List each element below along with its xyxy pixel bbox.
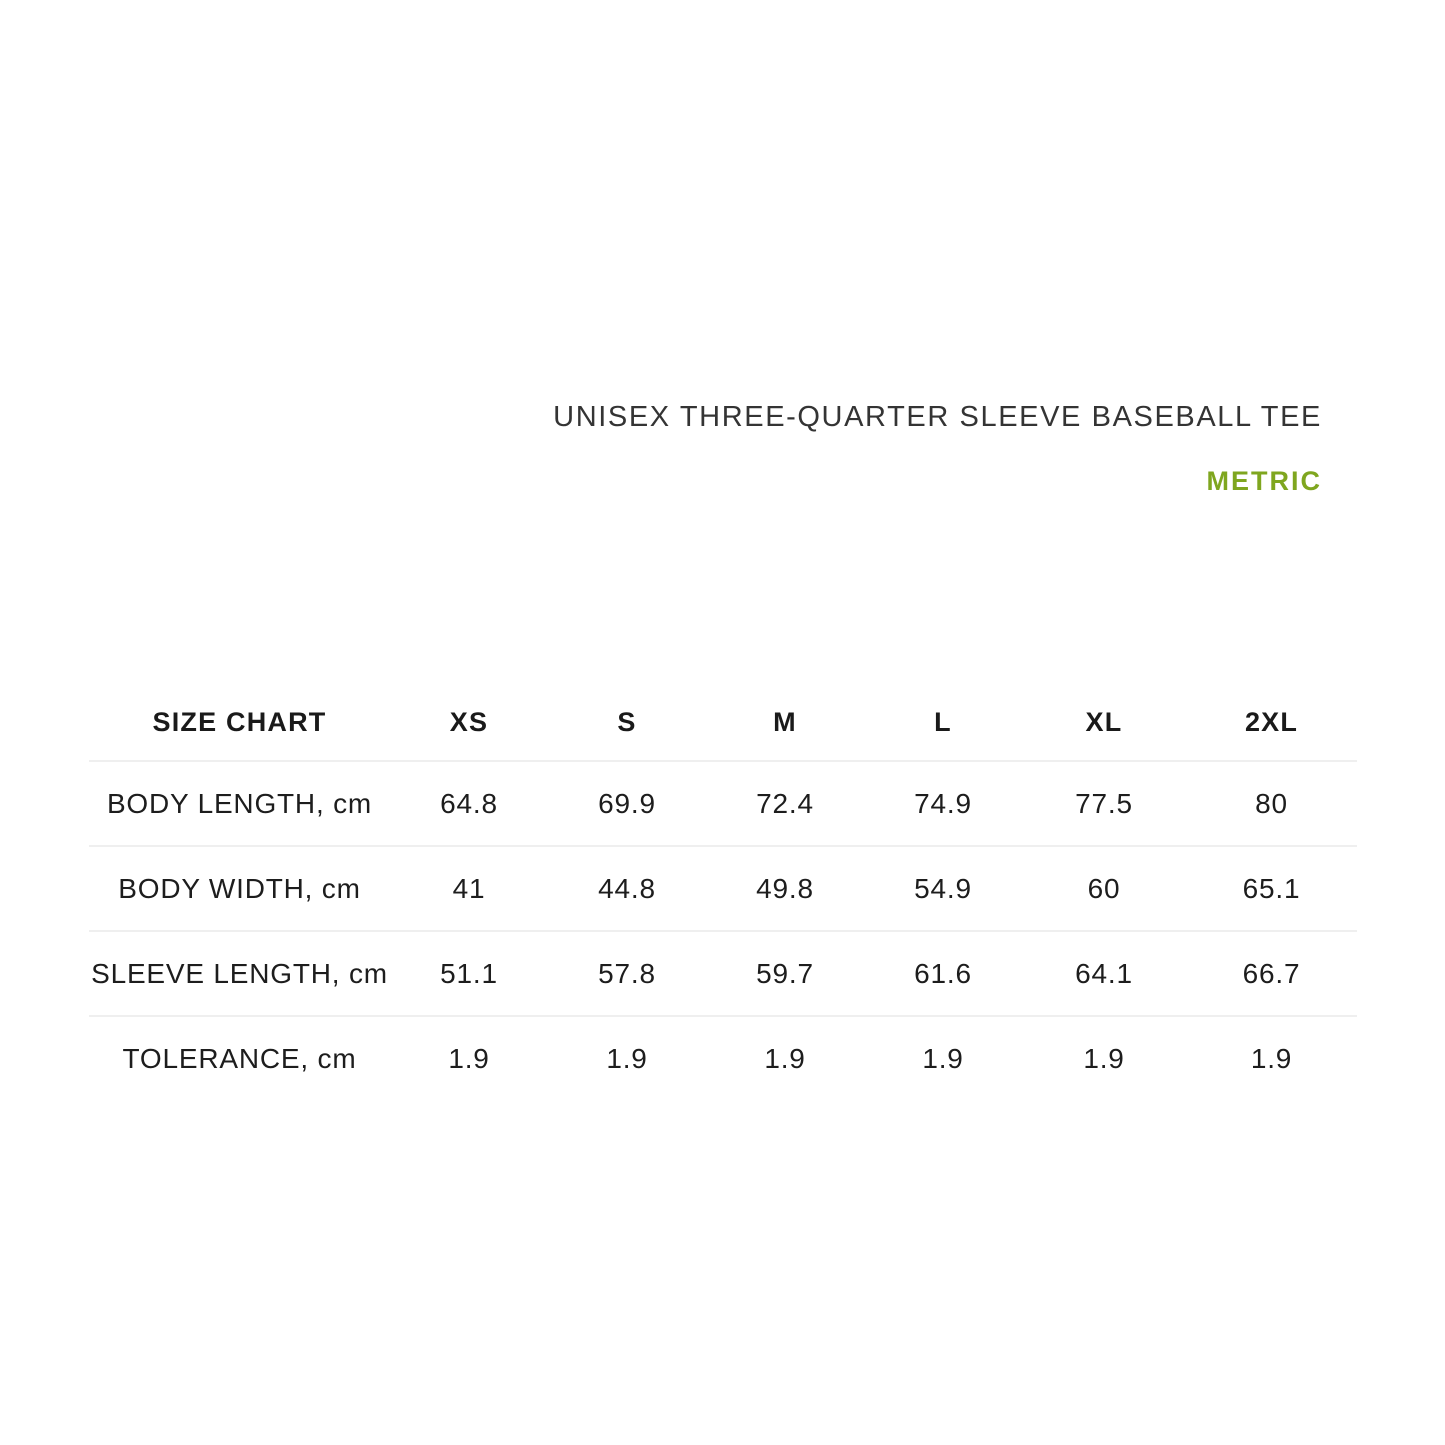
- table-header-row: SIZE CHART XS S M L XL 2XL: [89, 684, 1357, 761]
- table-row: SLEEVE LENGTH, cm 51.1 57.8 59.7 61.6 64…: [89, 931, 1357, 1016]
- size-value-cell: 57.8: [598, 957, 656, 989]
- row-label-sleeve-length: SLEEVE LENGTH, cm: [91, 957, 388, 989]
- column-header-xl: XL: [1085, 706, 1123, 737]
- size-value-cell: 69.9: [598, 787, 656, 819]
- column-header-s: S: [617, 706, 637, 737]
- size-value-cell: 66.7: [1242, 957, 1301, 989]
- size-value-cell: 61.6: [914, 957, 972, 989]
- size-value-cell: 60: [1087, 872, 1121, 904]
- size-chart-heading: SIZE CHART: [152, 706, 327, 737]
- size-value-cell: 41: [452, 872, 486, 904]
- column-header-m: M: [773, 706, 797, 737]
- size-chart-table: SIZE CHART XS S M L XL 2XL BODY LENGTH, …: [89, 684, 1357, 1101]
- size-value-cell: 64.1: [1075, 957, 1133, 989]
- column-header-l: L: [934, 706, 952, 737]
- size-value-cell: 80: [1255, 787, 1288, 819]
- table-row: TOLERANCE, cm 1.9 1.9 1.9 1.9 1.9 1.9: [89, 1016, 1357, 1101]
- size-value-cell: 49.8: [756, 872, 814, 904]
- row-label-tolerance: TOLERANCE, cm: [122, 1043, 357, 1074]
- row-label-body-length: BODY LENGTH, cm: [106, 787, 373, 819]
- size-value-cell: 1.9: [606, 1043, 648, 1074]
- size-value-cell: 1.9: [922, 1043, 964, 1074]
- table-row: BODY LENGTH, cm 64.8 69.9 72.4 74.9 77.5…: [89, 761, 1357, 846]
- product-title: UNISEX THREE-QUARTER SLEEVE BASEBALL TEE: [553, 401, 1322, 433]
- size-value-cell: 59.7: [756, 957, 814, 989]
- size-value-cell: 54.9: [914, 872, 972, 904]
- size-value-cell: 65.1: [1242, 872, 1301, 904]
- row-label-body-width: BODY WIDTH, cm: [118, 872, 361, 904]
- column-header-xs: XS: [449, 706, 489, 737]
- size-value-cell: 74.9: [914, 787, 972, 819]
- size-value-cell: 1.9: [1083, 1043, 1125, 1074]
- column-header-2xl: 2XL: [1244, 706, 1299, 737]
- size-value-cell: 64.8: [440, 787, 498, 819]
- size-value-cell: 1.9: [448, 1043, 490, 1074]
- metric-unit-toggle[interactable]: METRIC: [1206, 466, 1322, 496]
- size-value-cell: 44.8: [598, 872, 656, 904]
- size-value-cell: 1.9: [1250, 1043, 1293, 1074]
- size-value-cell: 77.5: [1075, 787, 1133, 819]
- size-value-cell: 72.4: [756, 787, 814, 819]
- size-value-cell: 51.1: [440, 957, 498, 989]
- table-row: BODY WIDTH, cm 41 44.8 49.8 54.9 60 65.1: [89, 846, 1357, 931]
- size-value-cell: 1.9: [764, 1043, 806, 1074]
- title-block: UNISEX THREE-QUARTER SLEEVE BASEBALL TEE…: [553, 403, 1322, 495]
